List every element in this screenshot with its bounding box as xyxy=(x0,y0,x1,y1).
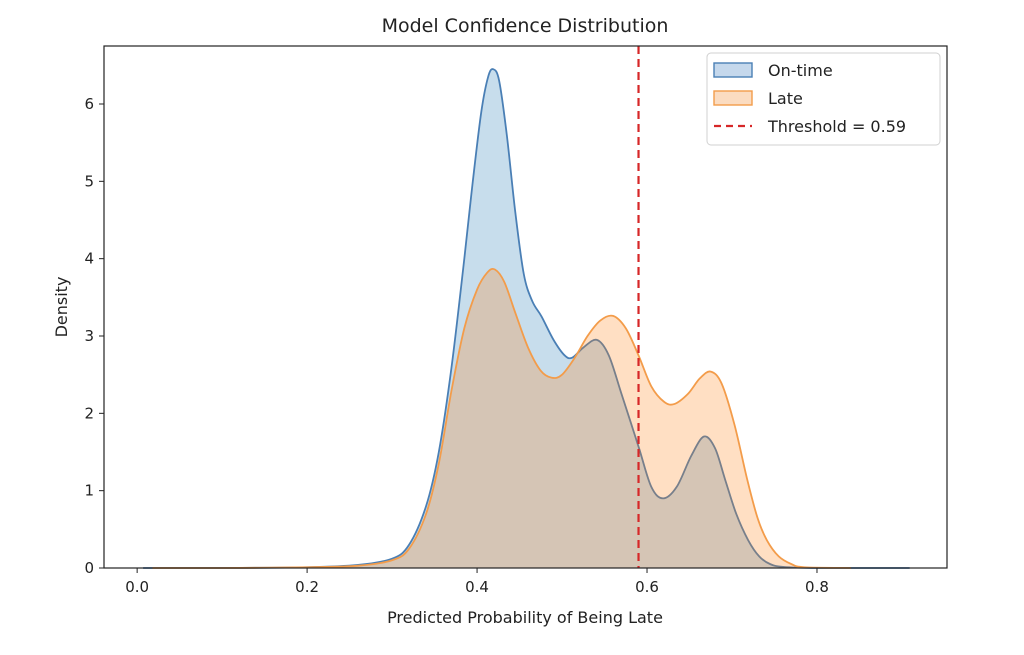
y-tick-label: 5 xyxy=(84,172,94,190)
legend-label-threshold-0-59: Threshold = 0.59 xyxy=(767,117,906,136)
legend-swatch-late xyxy=(713,90,753,106)
x-axis: 0.0 0.2 0.4 0.6 0.8 xyxy=(125,568,829,596)
plot-area xyxy=(143,46,910,569)
y-tick-label: 0 xyxy=(84,559,94,577)
y-tick-label: 1 xyxy=(84,482,94,500)
axes-frame xyxy=(103,45,948,569)
x-tick-label: 0.4 xyxy=(465,578,489,596)
legend-label-late: Late xyxy=(768,89,803,108)
legend: On-time Late Threshold = 0.59 xyxy=(706,52,941,146)
legend-swatch-on-time xyxy=(713,62,753,78)
kde-fill-late xyxy=(152,268,851,568)
chart-title: Model Confidence Distribution xyxy=(382,15,669,37)
x-tick-label: 0.2 xyxy=(295,578,319,596)
x-tick-label: 0.6 xyxy=(635,578,659,596)
y-axis: 0 1 2 3 4 5 6 xyxy=(84,95,104,577)
kde-line-late xyxy=(152,267,851,569)
y-axis-label: Density xyxy=(52,277,71,338)
y-tick-label: 2 xyxy=(84,404,94,422)
x-tick-label: 0.8 xyxy=(805,578,829,596)
y-tick-label: 4 xyxy=(84,250,94,268)
y-tick-label: 3 xyxy=(84,327,94,345)
kde-line-on-time xyxy=(143,68,910,569)
x-axis-label: Predicted Probability of Being Late xyxy=(387,608,663,627)
legend-label-on-time: On-time xyxy=(768,61,833,80)
x-tick-label: 0.0 xyxy=(125,578,149,596)
kde-fill-on-time xyxy=(143,69,910,568)
series-layer xyxy=(143,68,910,569)
legend-box xyxy=(706,52,941,146)
y-tick-label: 6 xyxy=(84,95,94,113)
